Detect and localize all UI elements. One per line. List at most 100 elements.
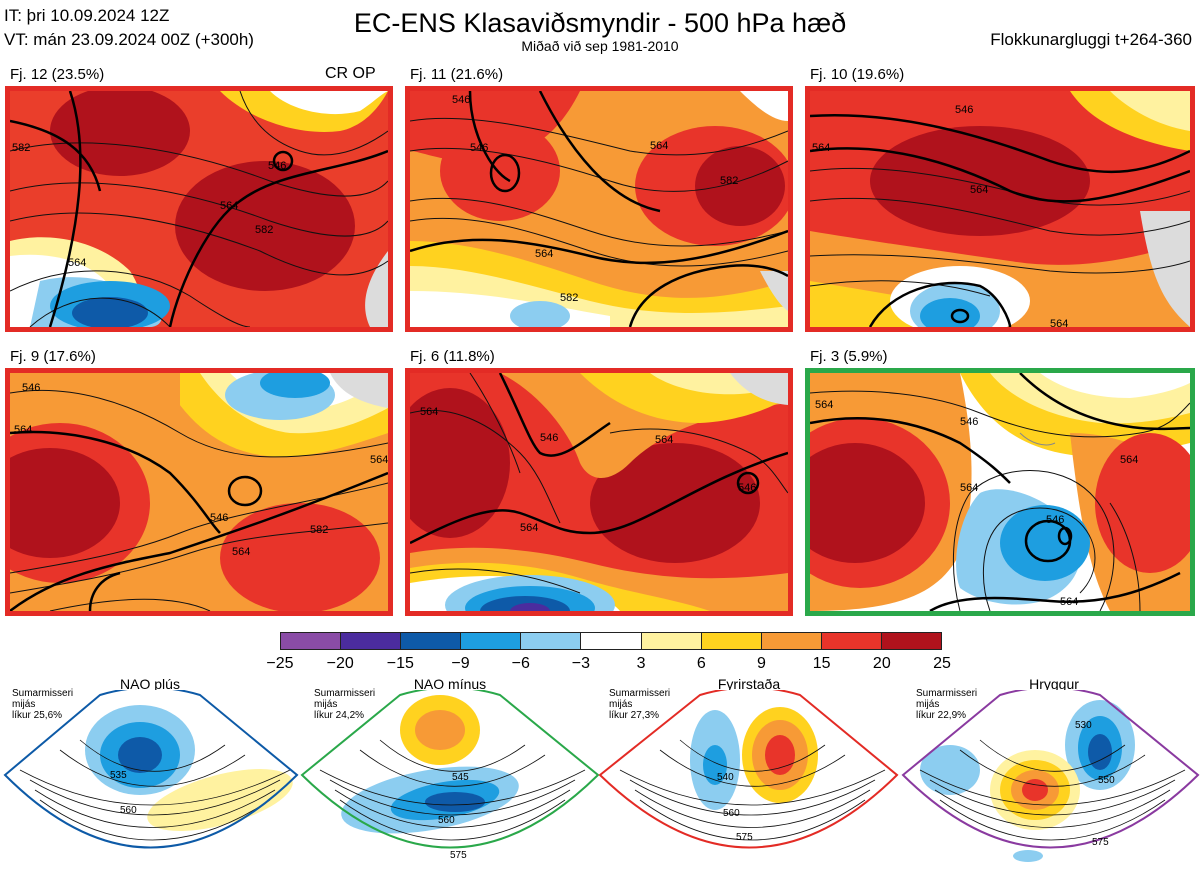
regime-season-3: Sumarmisseri: [609, 688, 671, 699]
regime-season-1: Sumarmisseri: [12, 688, 74, 699]
panel-extra-label: CR OP: [325, 65, 376, 82]
contour-label: 546: [22, 382, 40, 394]
colorbar-swatch: [641, 633, 702, 649]
colorbar-tick-label: −20: [326, 655, 354, 672]
contour-label: 575: [450, 850, 467, 861]
contour-label: 560: [723, 808, 740, 819]
valid-time: VT: mán 23.09.2024 00Z (+300h): [4, 30, 254, 49]
colorbar-tick-label: −9: [451, 655, 470, 672]
regime-season-2: Sumarmisseri: [314, 688, 376, 699]
colorbar-tick-label: 9: [757, 655, 766, 672]
contour-label: 564: [420, 406, 438, 418]
regime-map-2: 545 560 575: [300, 690, 600, 861]
contour-label: 582: [720, 175, 738, 187]
contour-label: 564: [520, 522, 538, 534]
contour-label: 582: [255, 224, 273, 236]
regime-info-2: mijás líkur 24,2%: [314, 699, 365, 721]
contour-label: 582: [560, 292, 578, 304]
contour-label: 560: [438, 815, 455, 826]
contour-label: 546: [955, 104, 973, 116]
regime-name-1: NAO plús: [120, 676, 180, 692]
colorbar-tick-label: −6: [511, 655, 530, 672]
contour-label: 582: [310, 524, 328, 536]
contour-label: 546: [738, 482, 756, 494]
colorbar-tick-label: 6: [696, 655, 706, 672]
contour-label: 582: [12, 142, 30, 154]
regime-map-3: 540 560 575: [598, 690, 899, 849]
contour-label: 564: [1050, 318, 1068, 327]
contour-label: 546: [1046, 514, 1064, 526]
regime-info-3: mijás líkur 27,3%: [609, 699, 660, 721]
colorbar-tick-label: −15: [386, 655, 414, 672]
regime-info-1: mijás líkur 25,6%: [12, 699, 63, 721]
contour-label: 564: [970, 184, 988, 196]
colorbar-swatch: [821, 633, 882, 649]
panel-label-3: Fj. 10 (19.6%): [810, 66, 905, 83]
cluster-map-2: 546 546 564 582 564 582: [405, 86, 793, 332]
cluster-map-1: 564 546 582 564 582: [5, 86, 393, 332]
contour-label: 546: [210, 512, 228, 524]
contour-label: 564: [68, 257, 86, 269]
colorbar-swatch: [881, 633, 942, 649]
contour-label: 564: [370, 454, 388, 466]
cluster-map-5: 564 546 564 564 546: [405, 368, 793, 616]
panel-label-6: Fj. 3 (5.9%): [810, 348, 888, 365]
contour-label: 546: [268, 160, 286, 172]
panel-label-5: Fj. 6 (11.8%): [410, 348, 495, 365]
contour-label: 564: [232, 546, 250, 558]
contour-label: 550: [1098, 775, 1115, 786]
panel-label-4: Fj. 9 (17.6%): [10, 348, 96, 365]
regime-map-1: 535 560: [3, 690, 299, 849]
cluster-map-6: 564 546 564 546 564 564: [805, 368, 1195, 616]
classification-window: Flokkunargluggi t+264-360: [990, 30, 1192, 49]
colorbar-swatch: [581, 633, 642, 649]
contour-label: 560: [120, 805, 137, 816]
page-title: EC-ENS Klasaviðsmyndir - 500 hPa hæð: [353, 8, 847, 38]
cluster-map-3: 546 564 564 564: [805, 86, 1195, 332]
contour-label: 546: [960, 416, 978, 428]
colorbar-tick-label: 20: [872, 655, 891, 672]
init-time: IT: þri 10.09.2024 12Z: [4, 6, 170, 25]
contour-label: 546: [540, 432, 558, 444]
colorbar-swatch: [461, 633, 522, 649]
contour-label: 564: [655, 434, 673, 446]
contour-label: 545: [452, 772, 469, 783]
cluster-map-4: 546 546 564 564 582 564: [5, 368, 393, 616]
regime-map-4: 530 550 575: [901, 690, 1200, 862]
colorbar-swatch: [341, 633, 402, 649]
contour-label: 564: [650, 140, 668, 152]
contour-label: 564: [220, 200, 238, 212]
regime-season-4: Sumarmisseri: [916, 688, 978, 699]
colorbar-tick-label: −3: [571, 655, 591, 672]
colorbar-swatch: [401, 633, 462, 649]
colorbar-swatch: [761, 633, 822, 649]
contour-label: 546: [452, 94, 470, 106]
panel-label-1: Fj. 12 (23.5%): [10, 66, 105, 83]
contour-label: 564: [1060, 596, 1078, 608]
contour-label: 575: [736, 832, 753, 843]
contour-label: 575: [1092, 837, 1109, 848]
regime-maps: 535 560 545 560 575: [3, 690, 1200, 862]
contour-label: 564: [815, 399, 833, 411]
contour-label: 564: [960, 482, 978, 494]
contour-label: 564: [812, 142, 830, 154]
contour-label: 546: [470, 142, 488, 154]
contour-label: 530: [1075, 720, 1092, 731]
colorbar-swatch: [701, 633, 762, 649]
contour-label: 564: [535, 248, 553, 260]
contour-label: 564: [14, 424, 32, 436]
contour-label: 535: [110, 770, 127, 781]
contour-label: 540: [717, 772, 734, 783]
panel-label-2: Fj. 11 (21.6%): [410, 66, 504, 83]
colorbar-tick-label: 15: [812, 655, 831, 672]
regime-name-4: Hryggur: [1029, 676, 1079, 692]
regime-name-3: Fyrirstaða: [717, 676, 781, 692]
colorbar-swatch: [281, 633, 342, 649]
colorbar-tick-label: 25: [933, 655, 951, 672]
page-subtitle: Miðað við sep 1981-2010: [521, 38, 679, 54]
regime-info-4: mijás líkur 22,9%: [916, 699, 967, 721]
colorbar-swatch: [521, 633, 582, 649]
colorbar: [280, 632, 942, 650]
colorbar-tick-label: 3: [636, 655, 646, 672]
contour-label: 564: [1120, 454, 1138, 466]
